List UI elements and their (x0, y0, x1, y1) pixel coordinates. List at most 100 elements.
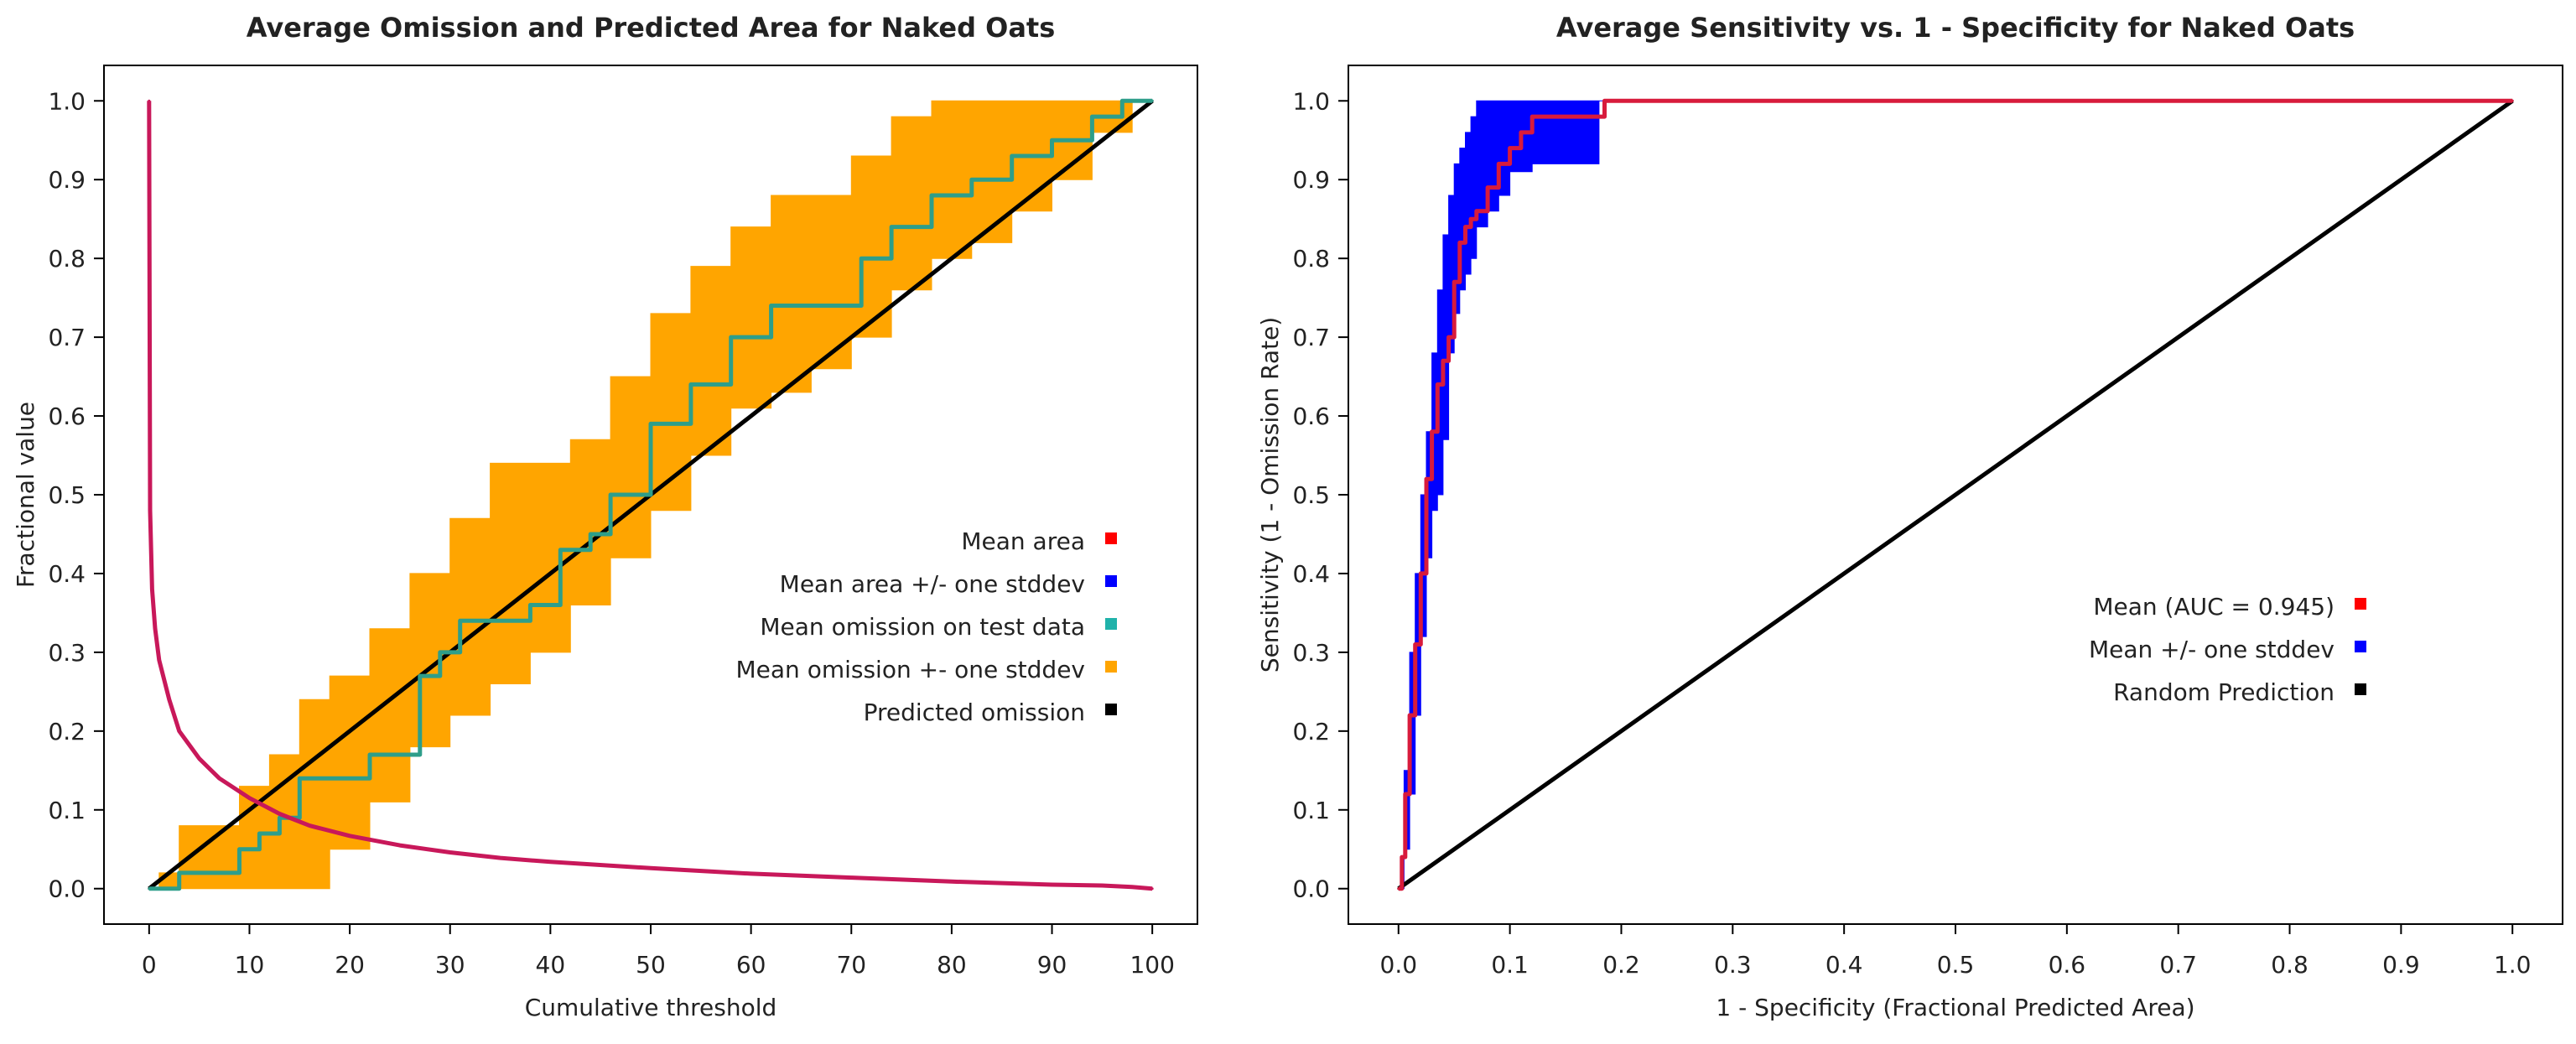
legend-swatch (1105, 618, 1117, 630)
x-tick-label: 0.7 (2159, 951, 2197, 979)
series-point-mean-omission-on-test-data (1130, 99, 1134, 102)
x-tick-label: 40 (536, 951, 566, 979)
series-point-mean-omission-on-test-data (208, 871, 211, 875)
series-point-mean-omission-on-test-data (649, 422, 652, 425)
series-point-mean-auc-0-945 (1564, 115, 1567, 118)
y-tick-label: 0.7 (1292, 324, 1330, 351)
chart-panel-2: Average Sensitivity vs. 1 - Specificity … (1256, 12, 2563, 1021)
x-tick-label: 0.4 (1826, 951, 1863, 979)
series-point-mean-omission-on-test-data (589, 532, 592, 536)
series-point-mean-auc-0-945 (1530, 115, 1534, 118)
y-tick-label: 0.4 (1292, 560, 1330, 588)
plot-series (147, 98, 1154, 891)
series-point-mean-area (1150, 887, 1154, 891)
y-tick-label: 0.7 (48, 324, 86, 351)
series-point-mean-area (148, 99, 151, 102)
series-point-mean-auc-0-945 (1954, 99, 1957, 102)
series-point-mean-area (750, 872, 753, 875)
x-tick-label: 0.9 (2382, 951, 2420, 979)
y-tick-label: 0.8 (1292, 245, 1330, 273)
series-point-mean-omission-on-test-data (558, 548, 562, 552)
series-point-mean-omission-on-test-data (368, 753, 371, 756)
y-tick-label: 0.6 (1292, 403, 1330, 430)
series-point-mean-auc-0-945 (1497, 162, 1500, 165)
series-point-mean-omission-on-test-data (459, 619, 462, 622)
series-point-mean-area (950, 880, 953, 883)
series-point-mean-omission-on-test-data (178, 871, 181, 875)
series-line-mean-auc-0-945 (1398, 98, 2513, 891)
y-tick-label: 0.5 (1292, 481, 1330, 509)
x-tick-label: 100 (1130, 951, 1174, 979)
series-point-mean-auc-0-945 (1404, 792, 1407, 796)
y-tick-label: 0.5 (48, 481, 86, 509)
x-tick-label: 70 (836, 951, 866, 979)
legend-swatch (1105, 704, 1117, 715)
series-band-mean-one-stddev (1398, 100, 2513, 890)
y-tick-label: 0.3 (1292, 639, 1330, 667)
legend-label: Mean area (961, 527, 1085, 555)
series-point-mean-auc-0-945 (1447, 335, 1451, 339)
legend-label: Mean area +/- one stddev (780, 570, 1085, 598)
series-point-mean-auc-0-945 (1408, 714, 1411, 717)
y-tick-label: 0.9 (48, 166, 86, 194)
series-point-mean-omission-on-test-data (770, 304, 773, 307)
series-point-mean-area (398, 844, 402, 847)
series-point-mean-auc-0-945 (1603, 99, 1606, 102)
series-point-mean-auc-0-945 (1475, 210, 1478, 213)
series-point-mean-omission-on-test-data (689, 383, 693, 386)
x-tick-label: 0.0 (1380, 951, 1418, 979)
y-tick-label: 0.2 (1292, 718, 1330, 745)
y-tick-label: 0.4 (48, 560, 86, 588)
x-tick-label: 0.8 (2271, 951, 2309, 979)
series-point-mean-auc-0-945 (1486, 186, 1489, 190)
series-point-mean-omission-on-test-data (257, 832, 261, 835)
y-tick-label: 0.0 (48, 875, 86, 903)
chart-title: Average Omission and Predicted Area for … (247, 12, 1056, 44)
series-point-mean-auc-0-945 (1441, 359, 1445, 362)
legend-swatch (2355, 683, 2366, 695)
series-point-mean-omission-on-test-data (238, 848, 241, 851)
series-point-mean-area (168, 698, 171, 701)
legend-swatch (2355, 598, 2366, 610)
series-point-mean-area (499, 856, 502, 860)
series-point-mean-area (278, 813, 281, 815)
series-point-mean-omission-on-test-data (890, 226, 893, 229)
series-point-mean-auc-0-945 (1425, 477, 1428, 480)
x-tick-label: 0 (142, 951, 157, 979)
series-point-mean-auc-0-945 (1597, 115, 1601, 118)
series-point-mean-area (849, 876, 853, 880)
series-point-mean-area (153, 627, 157, 631)
series-point-mean-omission-on-test-data (1051, 138, 1053, 142)
series-line-random-prediction (1397, 99, 2514, 891)
series-point-mean-area (449, 851, 452, 854)
legend-label: Mean +/- one stddev (2089, 636, 2334, 663)
series-point-mean-omission-on-test-data (278, 816, 281, 819)
series-point-mean-area (1130, 886, 1134, 889)
series-point-mean-auc-0-945 (1431, 430, 1434, 434)
series-point-mean-omission-on-test-data (1090, 115, 1093, 118)
series-point-mean-auc-0-945 (2511, 99, 2514, 102)
legend-label: Mean omission +- one stddev (736, 656, 1086, 683)
legend-label: Mean (AUC = 0.945) (2093, 593, 2334, 621)
series-point-mean-omission-on-test-data (1150, 99, 1154, 102)
series-point-mean-omission-on-test-data (489, 619, 492, 622)
x-tick-label: 0.3 (1714, 951, 1752, 979)
x-tick-label: 30 (435, 951, 465, 979)
x-tick-label: 20 (335, 951, 365, 979)
x-tick-label: 10 (235, 951, 265, 979)
series-point-mean-area (1100, 884, 1104, 887)
chart-panel-1: Average Omission and Predicted Area for … (12, 12, 1198, 1021)
legend-swatch (2355, 641, 2366, 652)
series-point-mean-omission-on-test-data (328, 777, 331, 780)
y-tick-label: 0.2 (48, 718, 86, 745)
y-tick-label: 0.1 (1292, 797, 1330, 824)
y-tick-label: 0.9 (1292, 166, 1330, 194)
x-tick-label: 80 (937, 951, 967, 979)
y-axis-label: Fractional value (12, 402, 39, 588)
series-point-mean-omission-on-test-data (439, 651, 442, 654)
y-tick-label: 0.6 (48, 403, 86, 430)
series-point-mean-area (1051, 883, 1053, 886)
series-point-mean-area (649, 866, 652, 870)
series-point-mean-omission-on-test-data (528, 604, 532, 606)
